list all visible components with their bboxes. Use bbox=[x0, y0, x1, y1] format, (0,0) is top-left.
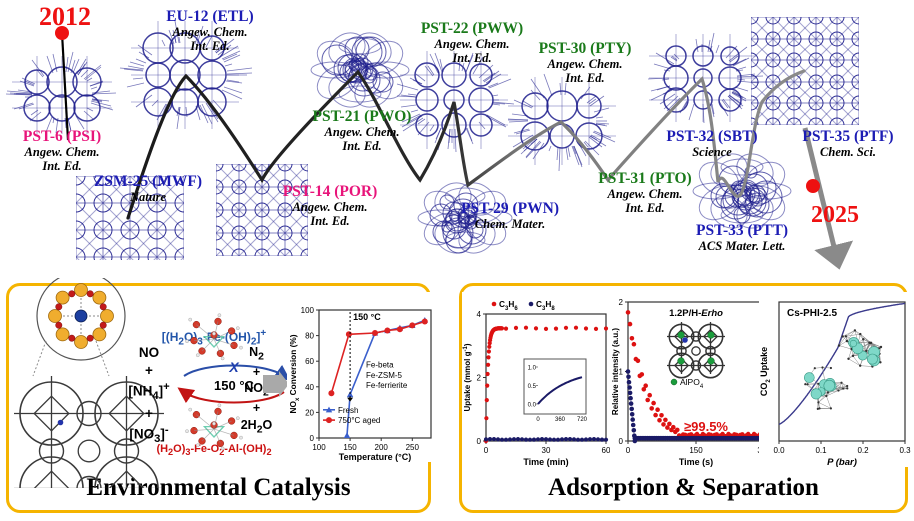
svg-text:0.2: 0.2 bbox=[857, 446, 869, 455]
svg-text:60: 60 bbox=[305, 357, 314, 366]
svg-text:0: 0 bbox=[484, 446, 489, 455]
svg-text:2: 2 bbox=[477, 374, 482, 383]
svg-text:Cs-PHI-2.5: Cs-PHI-2.5 bbox=[787, 308, 837, 319]
svg-text:0.3: 0.3 bbox=[899, 446, 911, 455]
svg-text:0.0: 0.0 bbox=[528, 403, 537, 409]
svg-text:0.1: 0.1 bbox=[815, 446, 827, 455]
svg-text:30: 30 bbox=[542, 446, 551, 455]
svg-text:150 °C: 150 °C bbox=[353, 312, 381, 322]
svg-text:750°C aged: 750°C aged bbox=[338, 416, 380, 425]
svg-text:100: 100 bbox=[301, 306, 315, 315]
svg-text:150: 150 bbox=[689, 446, 703, 455]
svg-text:80: 80 bbox=[305, 332, 314, 341]
svg-text:40: 40 bbox=[305, 383, 314, 392]
svg-text:0: 0 bbox=[310, 434, 315, 443]
svg-text:20: 20 bbox=[305, 408, 314, 417]
svg-text:1.2P/H-Erho: 1.2P/H-Erho bbox=[669, 308, 723, 319]
svg-text:Uptake (mmol g-1): Uptake (mmol g-1) bbox=[463, 343, 472, 411]
svg-text:720: 720 bbox=[577, 417, 588, 423]
svg-text:X: X bbox=[228, 359, 240, 375]
svg-text:4: 4 bbox=[477, 310, 482, 319]
svg-text:Fe-ferrierite: Fe-ferrierite bbox=[366, 381, 408, 390]
svg-text:Time (s): Time (s) bbox=[679, 457, 713, 467]
svg-text:1.0: 1.0 bbox=[528, 366, 537, 372]
svg-text:Fe-beta: Fe-beta bbox=[366, 361, 394, 370]
svg-text:360: 360 bbox=[555, 417, 566, 423]
svg-text:Temperature (°C): Temperature (°C) bbox=[339, 452, 411, 462]
svg-text:100: 100 bbox=[312, 443, 326, 452]
svg-text:Fe-ZSM-5: Fe-ZSM-5 bbox=[366, 371, 403, 380]
svg-text:250: 250 bbox=[406, 443, 420, 452]
svg-text:150: 150 bbox=[343, 443, 357, 452]
svg-text:0.0: 0.0 bbox=[773, 446, 785, 455]
svg-text:≥99.5%: ≥99.5% bbox=[684, 419, 728, 434]
svg-text:2: 2 bbox=[619, 298, 624, 307]
svg-text:0.5: 0.5 bbox=[528, 384, 537, 390]
svg-text:0: 0 bbox=[477, 437, 482, 446]
svg-text:200: 200 bbox=[375, 443, 389, 452]
svg-text:Relative intensity (a.u.): Relative intensity (a.u.) bbox=[611, 328, 620, 415]
svg-text:Time (min): Time (min) bbox=[523, 457, 568, 467]
svg-text:P (bar): P (bar) bbox=[827, 457, 857, 467]
svg-text:Fresh: Fresh bbox=[338, 406, 358, 415]
svg-text:0: 0 bbox=[626, 446, 631, 455]
svg-text:150 °C: 150 °C bbox=[214, 378, 255, 393]
svg-text:0: 0 bbox=[619, 437, 624, 446]
